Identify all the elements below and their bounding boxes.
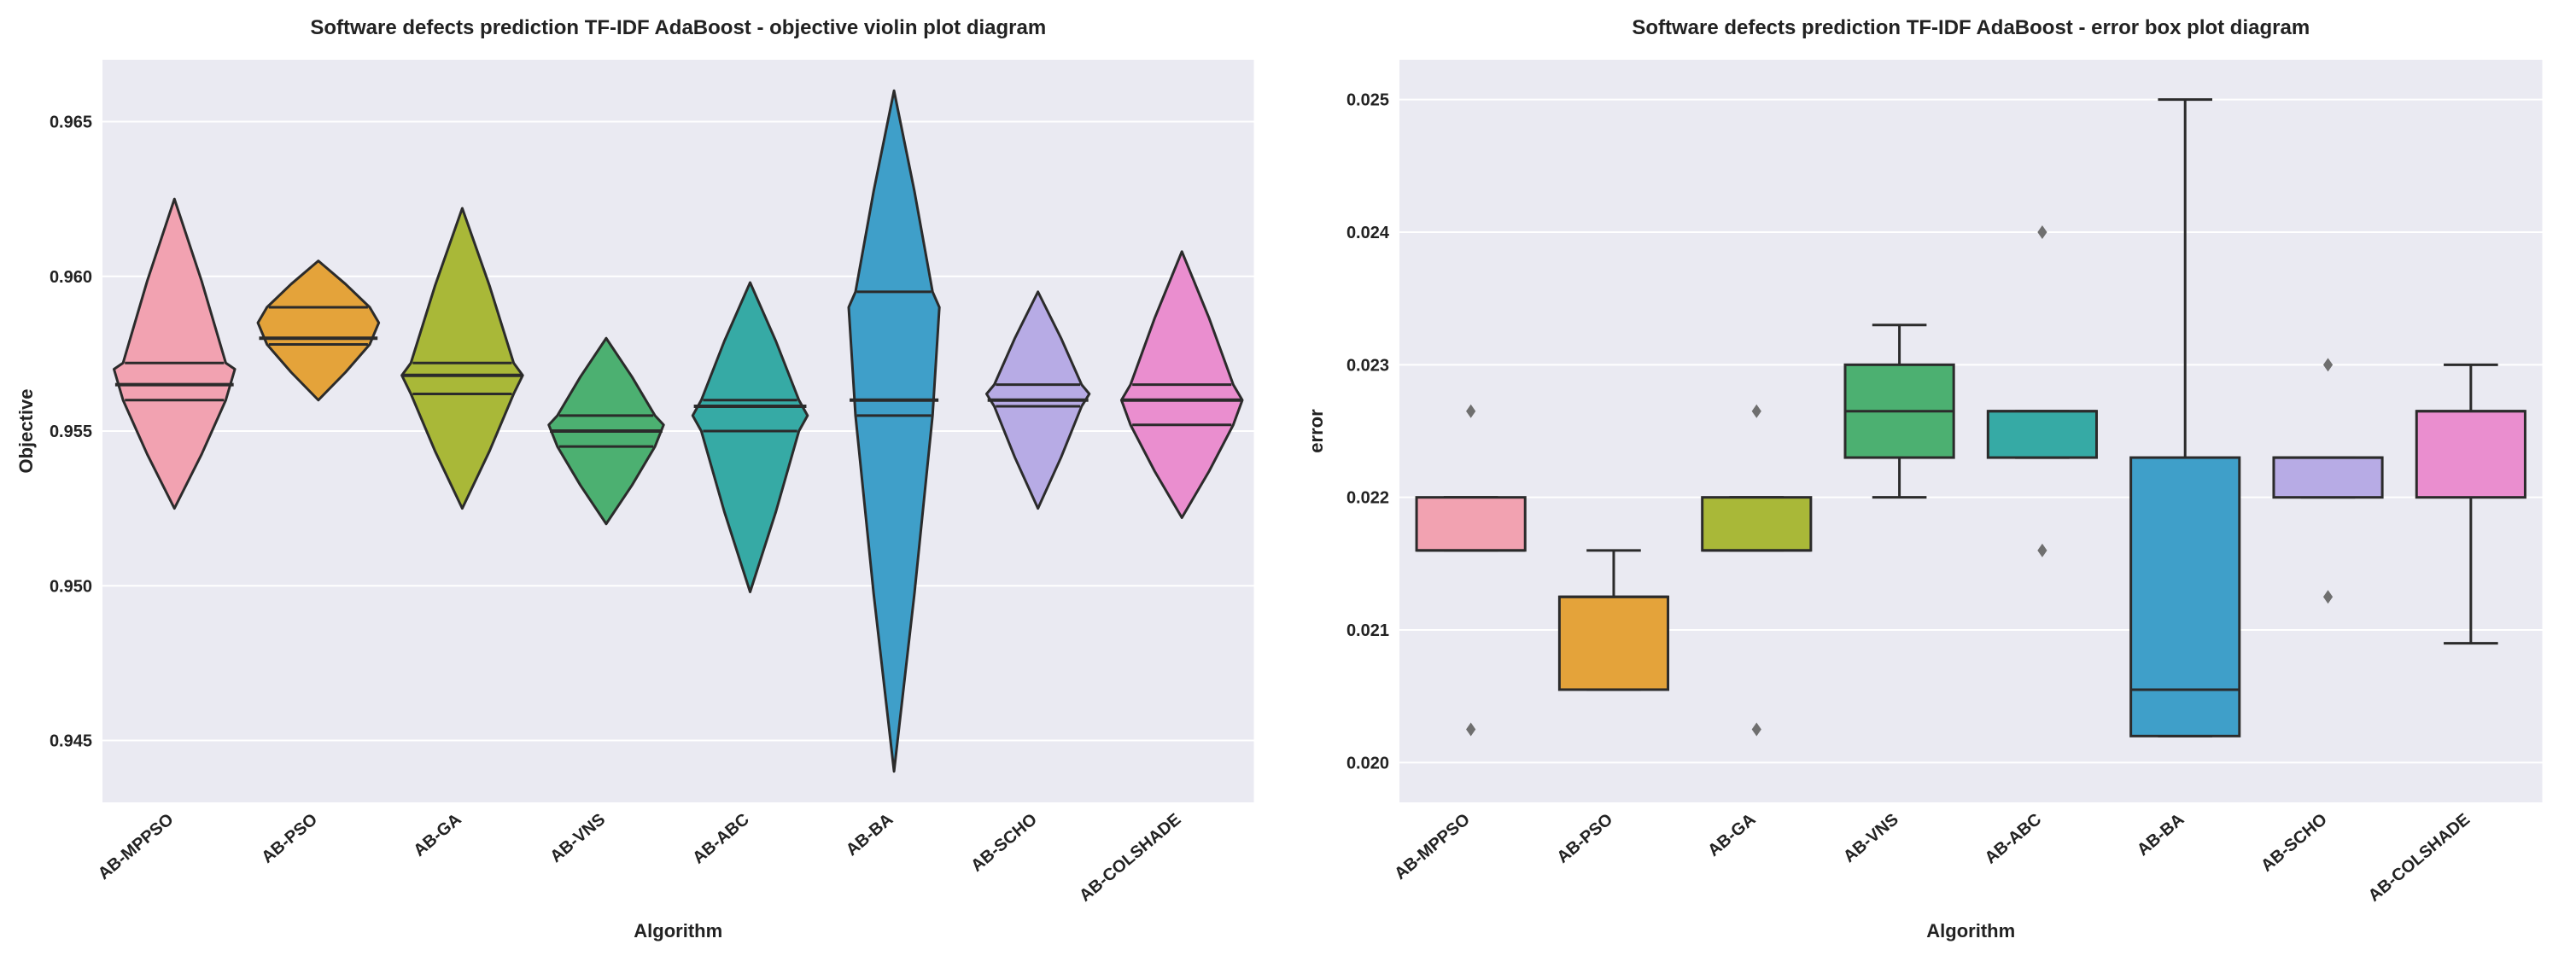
ytick-label: 0.021 — [1346, 621, 1388, 640]
xtick-label: AB-COLSHADE — [2364, 810, 2473, 906]
xtick-label: AB-MPPSO — [1391, 810, 1474, 883]
xtick-label: AB-VNS — [1839, 810, 1901, 866]
x-axis-label: Algorithm — [634, 920, 722, 941]
xtick-label: AB-COLSHADE — [1076, 810, 1184, 906]
y-axis-label: error — [1306, 409, 1327, 453]
box — [2416, 411, 2525, 498]
xtick-label: AB-VNS — [546, 810, 609, 866]
ytick-label: 0.023 — [1346, 356, 1388, 375]
left-panel: 0.945 0.950 0.955 0.960 0.965 Software defect… — [9, 9, 1280, 947]
xtick-label: AB-SCHO — [967, 810, 1041, 876]
xtick-label: AB-MPPSO — [95, 810, 178, 883]
box-plot: 0.020 0.021 0.022 0.023 0.024 0.025 Software d… — [1297, 9, 2568, 947]
chart-title: Software defects prediction TF-IDF AdaBo… — [1632, 16, 2310, 39]
ytick-label: 0.022 — [1346, 489, 1388, 508]
xtick-label: AB-SCHO — [2258, 810, 2331, 876]
xtick-label: AB-BA — [2133, 810, 2188, 860]
xtick-label: AB-ABC — [1981, 810, 2045, 868]
xtick-label: AB-PSO — [1553, 810, 1616, 867]
ytick-label: 0.020 — [1346, 754, 1388, 772]
box — [1417, 498, 1525, 551]
box — [1702, 498, 1810, 551]
xtick-label: AB-BA — [843, 810, 897, 860]
xtick-label: AB-PSO — [258, 810, 321, 867]
ytick-label: 0.955 — [50, 423, 92, 441]
right-panel: 0.020 0.021 0.022 0.023 0.024 0.025 Software d… — [1297, 9, 2568, 947]
ytick-label: 0.965 — [50, 114, 92, 132]
ytick-label: 0.024 — [1346, 224, 1389, 242]
box — [1559, 597, 1668, 690]
ytick-label: 0.960 — [50, 268, 92, 287]
xtick-label: AB-GA — [1704, 810, 1759, 860]
box — [2273, 458, 2381, 498]
box — [1988, 411, 2096, 458]
ytick-label: 0.945 — [50, 732, 92, 751]
xtick-label: AB-GA — [410, 810, 464, 860]
chart-title: Software defects prediction TF-IDF AdaBo… — [310, 16, 1046, 39]
violin-plot: 0.945 0.950 0.955 0.960 0.965 Software defect… — [9, 9, 1280, 947]
figure-container: 0.945 0.950 0.955 0.960 0.965 Software defect… — [0, 0, 2576, 956]
box — [2130, 458, 2239, 736]
ytick-label: 0.950 — [50, 577, 92, 596]
xtick-label: AB-ABC — [689, 810, 753, 868]
ytick-label: 0.025 — [1346, 91, 1388, 110]
x-axis-label: Algorithm — [1926, 920, 2015, 941]
y-axis-label: Objective — [15, 388, 37, 473]
